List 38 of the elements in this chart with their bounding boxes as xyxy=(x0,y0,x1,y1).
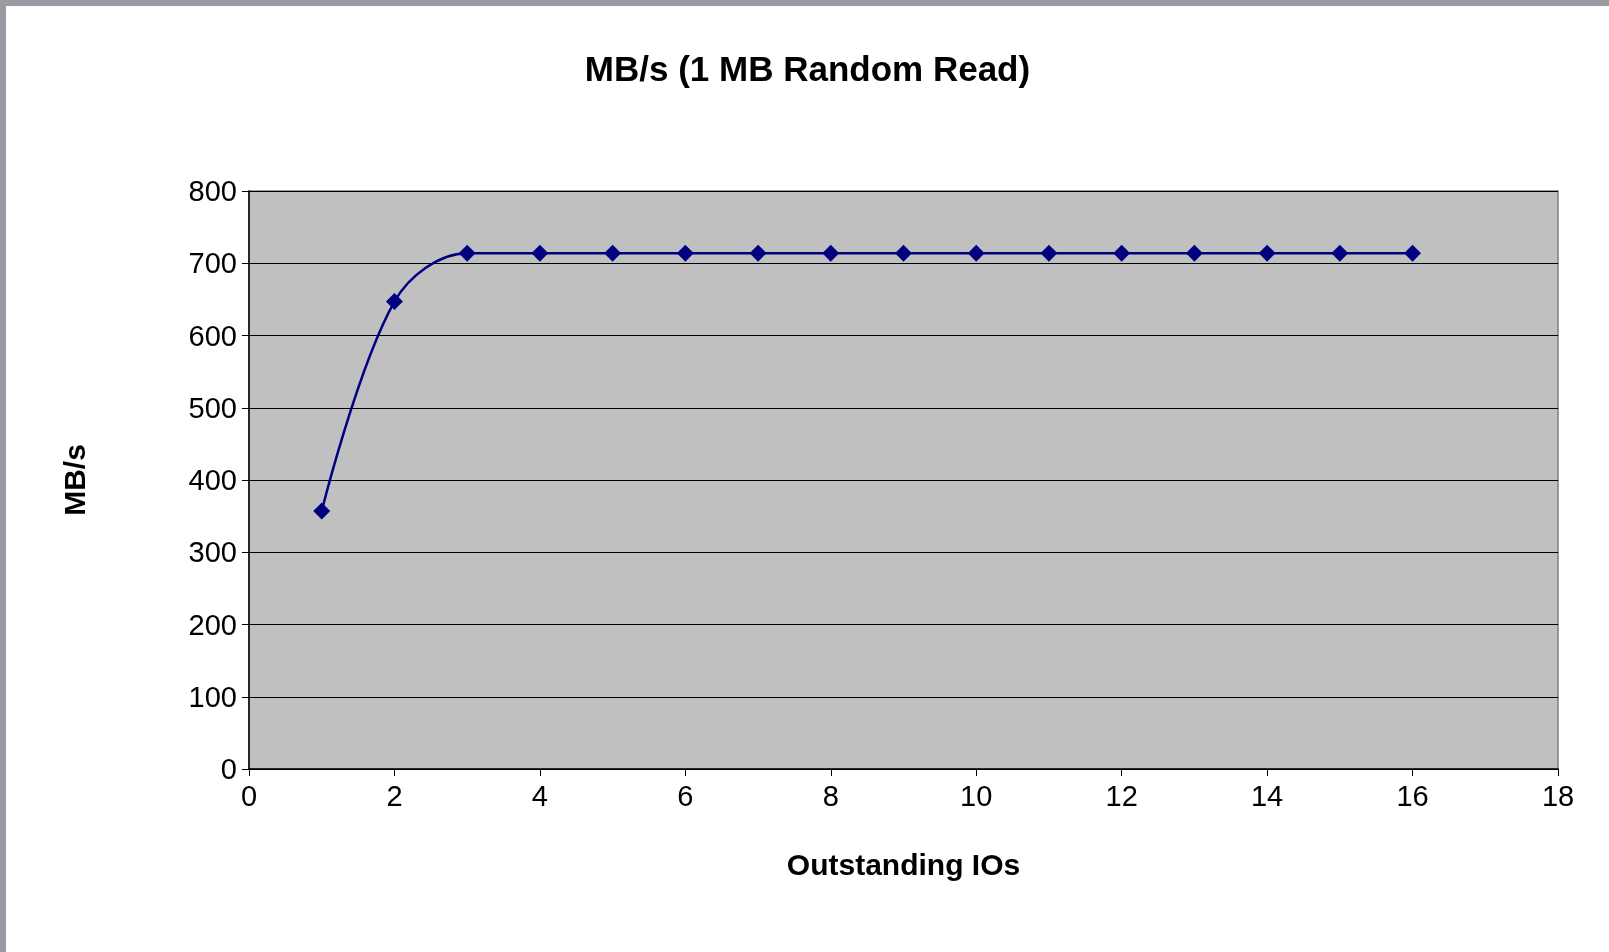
y-tick-label: 0 xyxy=(220,753,237,785)
x-tick-label: 18 xyxy=(1541,779,1575,812)
point xyxy=(1113,244,1131,262)
point xyxy=(1331,244,1349,262)
point xyxy=(313,502,331,520)
y-axis-title: MB/s xyxy=(57,444,91,516)
x-tick-label: 2 xyxy=(386,779,403,812)
point xyxy=(1404,244,1422,262)
y-tick-label: 200 xyxy=(188,608,237,641)
y-tick-label: 400 xyxy=(188,464,237,496)
x-tick-label: 8 xyxy=(822,779,839,812)
x-tick-label: 14 xyxy=(1250,779,1284,812)
x-tick-label: 12 xyxy=(1105,779,1138,812)
point xyxy=(385,293,403,311)
point xyxy=(967,244,985,262)
x-tick-label: 10 xyxy=(960,779,993,812)
point xyxy=(458,244,476,262)
point xyxy=(822,244,840,262)
y-tick-label: 300 xyxy=(188,536,237,569)
x-tick-label: 0 xyxy=(240,779,258,812)
x-tick-label: 4 xyxy=(531,779,548,812)
point xyxy=(676,244,694,262)
point xyxy=(1258,244,1276,262)
y-tick-label: 500 xyxy=(188,391,237,424)
point xyxy=(895,244,912,262)
point xyxy=(531,244,549,262)
y-tick-label: 600 xyxy=(188,319,237,352)
point xyxy=(1185,244,1203,262)
x-tick-label: 16 xyxy=(1396,779,1429,812)
point xyxy=(1040,244,1058,262)
y-tick-label: 700 xyxy=(188,247,237,280)
x-axis-title: Outstanding IOs xyxy=(786,847,1021,881)
point xyxy=(749,244,767,262)
x-tick-label: 6 xyxy=(677,779,694,812)
y-tick-label: 100 xyxy=(188,680,237,713)
point xyxy=(604,244,622,262)
y-tick-label: 800 xyxy=(188,175,237,207)
chart-title: MB/s (1 MB Random Read) xyxy=(584,49,1031,88)
